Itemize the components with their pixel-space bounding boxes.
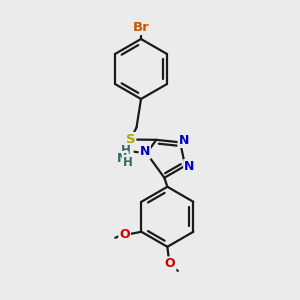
Text: S: S (126, 133, 135, 146)
Text: O: O (165, 257, 176, 270)
Text: N: N (140, 145, 150, 158)
Text: Br: Br (133, 21, 149, 34)
Text: H: H (121, 144, 131, 157)
Text: O: O (119, 228, 130, 241)
Text: N: N (184, 160, 194, 173)
Text: N: N (178, 134, 189, 147)
Text: H: H (123, 156, 133, 169)
Text: N: N (117, 152, 128, 165)
